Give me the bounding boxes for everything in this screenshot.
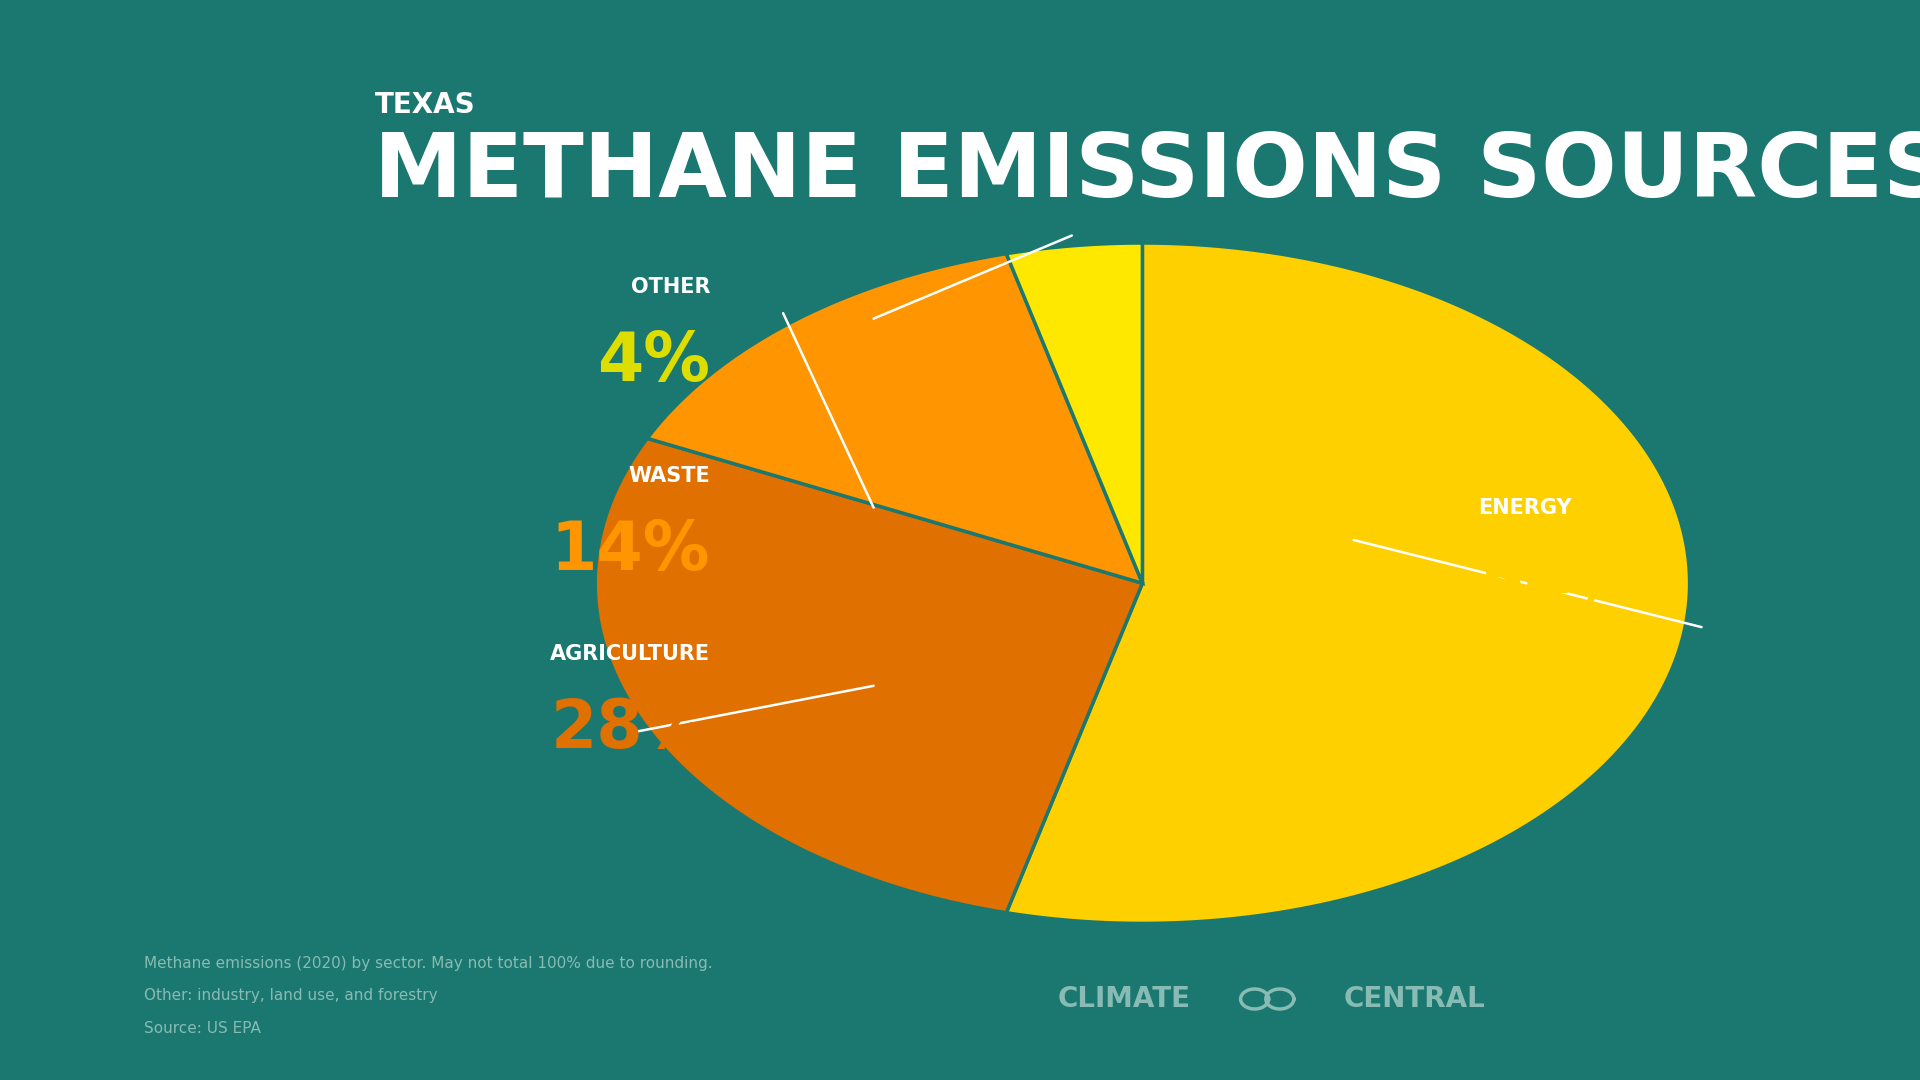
Text: AGRICULTURE: AGRICULTURE: [551, 644, 710, 664]
Text: CENTRAL: CENTRAL: [1344, 985, 1486, 1013]
PathPatch shape: [595, 438, 1142, 913]
Text: Other: industry, land use, and forestry: Other: industry, land use, and forestry: [144, 988, 438, 1003]
Text: ENERGY: ENERGY: [1478, 498, 1572, 518]
Text: TEXAS: TEXAS: [374, 91, 474, 119]
Text: CLIMATE: CLIMATE: [1058, 985, 1190, 1013]
Text: METHANE EMISSIONS SOURCES: METHANE EMISSIONS SOURCES: [374, 129, 1920, 216]
PathPatch shape: [647, 254, 1142, 583]
Text: 28%: 28%: [551, 696, 710, 761]
Text: OTHER: OTHER: [632, 276, 710, 297]
Text: Source: US EPA: Source: US EPA: [144, 1021, 261, 1036]
Text: 14%: 14%: [551, 517, 710, 583]
Text: Methane emissions (2020) by sector. May not total 100% due to rounding.: Methane emissions (2020) by sector. May …: [144, 956, 712, 971]
PathPatch shape: [1006, 243, 1690, 923]
Text: 54%: 54%: [1478, 550, 1638, 616]
Text: 4%: 4%: [597, 328, 710, 394]
Text: WASTE: WASTE: [628, 465, 710, 486]
PathPatch shape: [1006, 243, 1142, 583]
